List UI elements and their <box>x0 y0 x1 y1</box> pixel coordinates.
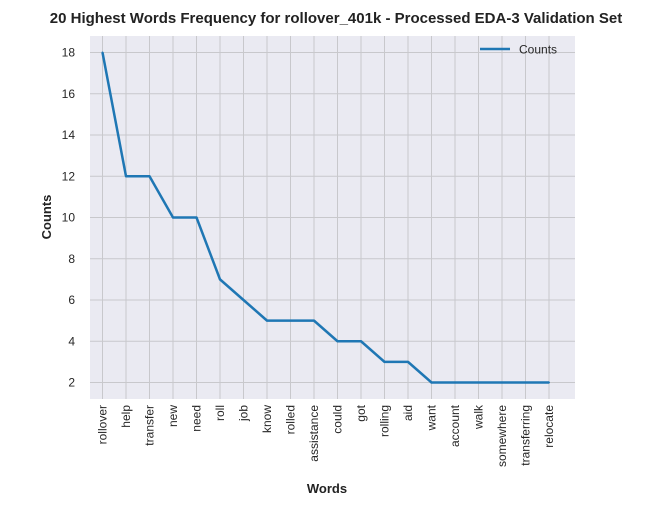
x-tick-label-relocate: relocate <box>542 405 556 448</box>
y-tick-label: 16 <box>62 87 76 101</box>
x-tick-label-assistance: assistance <box>307 405 321 462</box>
x-tick-label-aid: aid <box>401 405 415 421</box>
chart-title: 20 Highest Words Frequency for rollover_… <box>50 10 622 27</box>
y-tick-label: 8 <box>68 252 75 266</box>
x-axis-ticks: rollover help transfer new need roll job know ro… <box>96 404 557 467</box>
data-point-account <box>454 382 456 384</box>
y-axis-label: Counts <box>39 195 54 240</box>
data-point-rollover <box>102 52 104 54</box>
data-point-know <box>266 320 268 322</box>
y-tick-label: 10 <box>62 211 76 225</box>
x-tick-label-rolling: rolling <box>378 405 392 437</box>
x-tick-label-need: need <box>190 405 204 432</box>
x-tick-label-rolled: rolled <box>284 405 298 434</box>
data-point-could <box>337 340 339 342</box>
x-tick-label-want: want <box>425 404 439 431</box>
y-tick-label: 14 <box>62 128 76 142</box>
data-point-transfer <box>149 175 151 177</box>
x-tick-label-help: help <box>119 405 133 428</box>
data-point-rolled <box>290 320 292 322</box>
x-tick-label-somewhere: somewhere <box>495 405 509 467</box>
y-tick-label: 2 <box>68 376 75 390</box>
data-point-transferring <box>525 382 527 384</box>
y-tick-label: 4 <box>68 334 75 348</box>
data-point-rolling <box>384 361 386 363</box>
data-point-need <box>196 217 198 219</box>
x-tick-label-transfer: transfer <box>143 405 157 446</box>
data-point-aid <box>407 361 409 363</box>
x-tick-label-got: got <box>354 404 368 421</box>
y-tick-label: 18 <box>62 46 76 60</box>
y-tick-label: 12 <box>62 169 76 183</box>
data-point-got <box>360 340 362 342</box>
x-tick-label-new: new <box>166 405 180 427</box>
x-tick-label-walk: walk <box>472 404 486 430</box>
data-point-relocate <box>548 382 550 384</box>
x-axis-label: Words <box>307 481 347 496</box>
legend-label-counts: Counts <box>519 43 557 57</box>
data-point-assistance <box>313 320 315 322</box>
data-point-help <box>125 175 127 177</box>
data-point-walk <box>478 382 480 384</box>
y-tick-label: 6 <box>68 293 75 307</box>
data-point-want <box>431 382 433 384</box>
x-tick-label-could: could <box>331 405 345 434</box>
data-point-somewhere <box>501 382 503 384</box>
data-point-roll <box>219 278 221 280</box>
x-tick-label-account: account <box>448 404 462 447</box>
x-tick-label-job: job <box>237 405 251 422</box>
x-tick-label-roll: roll <box>213 405 227 421</box>
x-tick-label-transferring: transferring <box>519 405 533 466</box>
x-tick-label-rollover: rollover <box>96 405 110 444</box>
y-axis-ticks: 2 4 6 8 10 12 14 16 18 <box>62 46 76 390</box>
x-tick-label-know: know <box>260 405 274 433</box>
data-point-new <box>172 217 174 219</box>
data-point-job <box>243 299 245 301</box>
